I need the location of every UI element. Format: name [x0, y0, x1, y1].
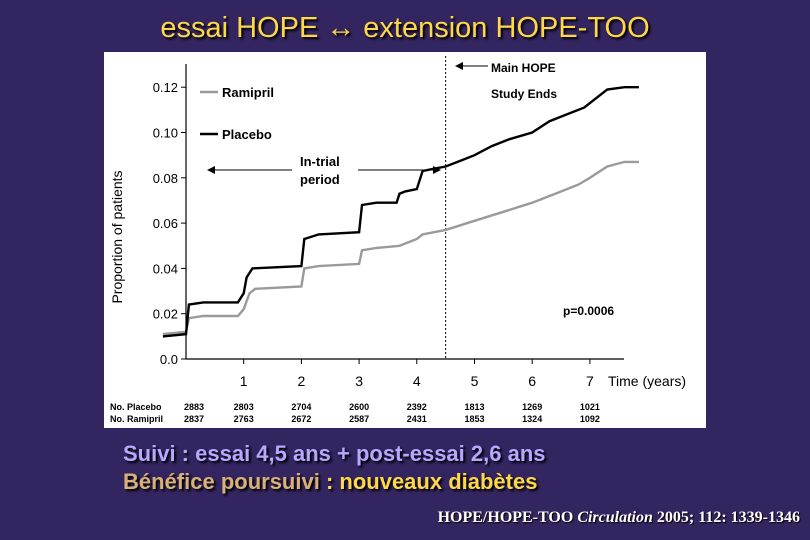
at-risk-placebo-value: 2392 [407, 402, 427, 412]
at-risk-placebo-value: 1021 [580, 402, 600, 412]
x-axis-label: Time (years) [608, 373, 686, 389]
at-risk-ramipril-value: 2763 [234, 414, 254, 424]
citation: HOPE/HOPE-TOO Circulation 2005; 112: 133… [438, 509, 800, 527]
benefit-rest: : nouveaux diabètes [319, 469, 538, 494]
x-tick-label: 6 [528, 373, 536, 389]
y-tick-label: 0.12 [153, 80, 178, 95]
x-tick-label: 7 [586, 373, 594, 389]
benefit-highlight: Bénéfice poursuivi [123, 469, 320, 494]
citation-suffix: 2005; 112: 1339-1346 [652, 509, 800, 526]
notes-block: Suivi : essai 4,5 ans + post-essai 2,6 a… [123, 440, 546, 496]
at-risk-placebo-value: 2600 [349, 402, 369, 412]
series-line-ramipril [162, 160, 639, 336]
at-risk-placebo-value: 2704 [291, 402, 311, 412]
at-risk-placebo-value: 1813 [464, 402, 484, 412]
at-risk-ramipril-value: 1092 [580, 414, 600, 424]
citation-journal: Circulation [577, 509, 653, 526]
citation-prefix: HOPE/HOPE-TOO [437, 509, 578, 526]
annotation-study-ends: Study Ends [491, 87, 557, 101]
at-risk-ramipril-value: 1853 [464, 414, 484, 424]
y-tick-label: 0.08 [153, 171, 178, 186]
at-risk-placebo-value: 2803 [234, 402, 254, 412]
at-risk-label-placebo: No. Placebo [110, 402, 162, 412]
y-tick-label: 0.04 [153, 261, 178, 276]
at-risk-label-ramipril: No. Ramipril [110, 414, 163, 424]
y-tick-label: 0.0 [160, 352, 178, 367]
x-tick-label: 3 [355, 373, 363, 389]
annotation-in-trial: In-trial [300, 154, 340, 169]
x-tick-label: 5 [471, 373, 479, 389]
kaplan-meier-chart: Proportion of patients Time (years) 0.0 0… [109, 56, 686, 424]
benefit-note: Bénéfice poursuivi : nouveaux diabètes [123, 468, 546, 496]
annotation-period: period [300, 172, 340, 187]
annotation-main-hope: Main HOPE [491, 61, 556, 75]
x-tick-label: 1 [240, 373, 248, 389]
x-tick-label: 4 [413, 373, 421, 389]
at-risk-ramipril-value: 2431 [407, 414, 427, 424]
series-line-placebo [162, 86, 639, 338]
y-tick-label: 0.02 [153, 307, 178, 322]
p-value-label: p=0.0006 [563, 304, 614, 318]
double-arrow-icon: ↔ [326, 12, 356, 44]
at-risk-placebo-value: 1269 [522, 402, 542, 412]
slide-title: essai HOPE ↔ extension HOPE-TOO [0, 12, 810, 45]
x-tick-label: 2 [298, 373, 306, 389]
title-left: essai HOPE [160, 12, 319, 44]
at-risk-ramipril-value: 2837 [184, 414, 204, 424]
at-risk-ramipril-value: 2587 [349, 414, 369, 424]
y-axis-label: Proportion of patients [109, 170, 125, 303]
y-tick-label: 0.06 [153, 216, 178, 231]
at-risk-ramipril-value: 1324 [522, 414, 542, 424]
legend-label-ramipril: Ramipril [222, 85, 274, 100]
follow-up-note: Suivi : essai 4,5 ans + post-essai 2,6 a… [123, 441, 546, 466]
at-risk-placebo-value: 2883 [184, 402, 204, 412]
chart-panel: Proportion of patients Time (years) 0.0 0… [104, 52, 706, 428]
y-tick-label: 0.10 [153, 126, 178, 141]
title-right: extension HOPE-TOO [363, 12, 650, 44]
legend-label-placebo: Placebo [222, 127, 272, 142]
at-risk-ramipril-value: 2672 [291, 414, 311, 424]
